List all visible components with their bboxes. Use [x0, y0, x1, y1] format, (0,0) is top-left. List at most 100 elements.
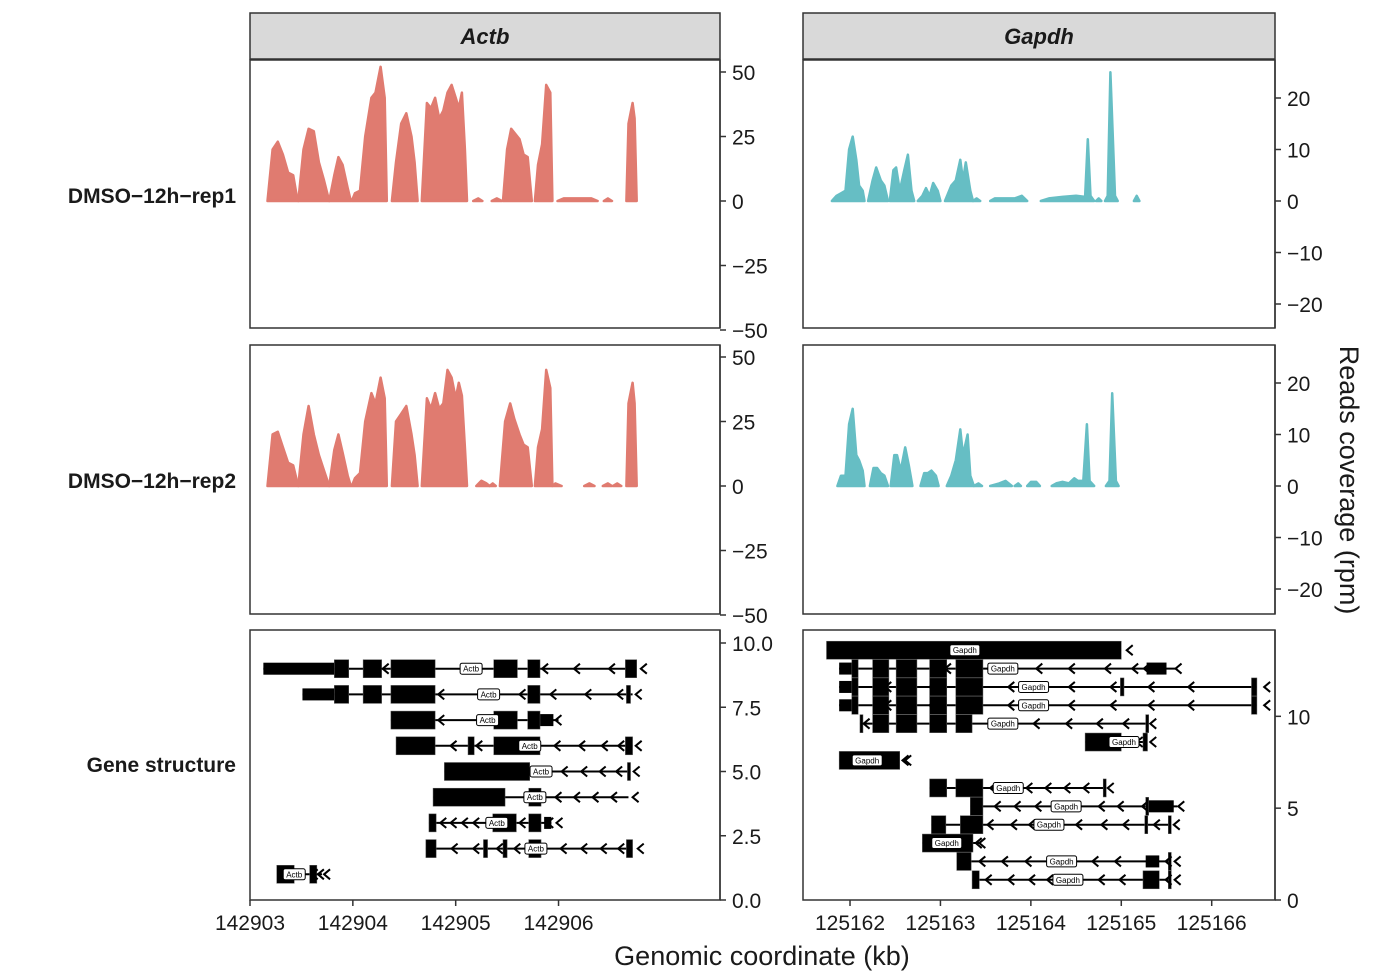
- strand-arrow-icon: [883, 681, 892, 693]
- strand-arrow-icon: [1081, 782, 1090, 794]
- strand-arrow-icon: [577, 740, 586, 752]
- y-tick-label: 20: [1287, 373, 1310, 396]
- gene-label-box: [485, 816, 509, 829]
- strand-arrow-icon: [1262, 681, 1271, 693]
- strand-arrow-icon: [1140, 800, 1149, 813]
- strand-arrow-icon: [1090, 855, 1099, 868]
- strand-arrow-icon: [1043, 782, 1052, 794]
- exon-block: [483, 839, 488, 858]
- exon-block: [929, 714, 948, 733]
- strand-arrow-icon: [974, 837, 983, 849]
- coverage-area-actb-rep1: [297, 127, 331, 203]
- exon-block: [955, 677, 984, 697]
- strand-arrow-icon: [471, 817, 480, 829]
- strand-arrow-icon: [553, 791, 563, 803]
- utr-block: [839, 680, 855, 693]
- exon-block: [895, 677, 918, 697]
- exon-block: [851, 677, 859, 697]
- strand-arrow-icon: [985, 818, 995, 831]
- transcript: Actb: [428, 813, 564, 833]
- gene-label-box: [851, 754, 883, 767]
- gene-label: Actb: [286, 870, 303, 879]
- strand-arrow-icon: [1116, 800, 1125, 813]
- strand-arrow-icon: [1009, 818, 1018, 831]
- exon-block: [467, 736, 475, 756]
- gene-label-box: [518, 739, 542, 752]
- exon-block: [627, 762, 631, 781]
- gene-label-box: [282, 868, 306, 881]
- coverage-area-gapdh-rep1: [1103, 71, 1119, 203]
- utr-block: [839, 699, 855, 712]
- x-tick-label: 125162: [815, 912, 885, 935]
- exon-block: [334, 659, 349, 678]
- coverage-area-gapdh-rep2: [945, 428, 976, 488]
- y-tick-label: 10.0: [732, 633, 773, 656]
- coverage-area-actb-rep2: [350, 376, 389, 488]
- coverage-area-gapdh-rep2: [1104, 392, 1120, 488]
- strand-arrow-icon: [634, 688, 643, 701]
- y-tick-label: 0: [732, 191, 744, 214]
- strand-arrow-icon: [545, 817, 554, 829]
- x-axis-title: Genomic coordinate (kb): [614, 941, 910, 971]
- strand-arrow-icon: [1067, 699, 1076, 712]
- coverage-area-gapdh-rep1: [866, 166, 890, 203]
- exon-block: [527, 710, 541, 730]
- transcript: Gapdh: [826, 640, 1134, 660]
- transcript: Actb: [390, 710, 563, 730]
- strand-arrow-icon: [553, 714, 563, 726]
- transcript: Actb: [276, 865, 331, 884]
- strand-arrow-icon: [590, 791, 600, 803]
- strand-arrow-icon: [438, 817, 447, 829]
- strand-arrow-icon: [1117, 874, 1127, 886]
- strand-arrow-icon: [632, 765, 641, 778]
- strand-arrow-icon: [474, 740, 483, 752]
- exon-block: [1168, 815, 1172, 834]
- exon-block: [362, 659, 382, 678]
- strand-arrow-icon: [1027, 818, 1036, 831]
- x-tick-label: 142905: [421, 912, 491, 935]
- row-label-gene-structure: Gene structure: [87, 754, 236, 777]
- gene-label-box: [523, 791, 547, 804]
- strand-arrow-icon: [1006, 874, 1015, 886]
- exon-block: [1145, 797, 1149, 816]
- strand-arrow-icon: [1006, 681, 1015, 693]
- gene-label: Gapdh: [855, 756, 879, 765]
- strand-arrow-icon: [1045, 874, 1054, 886]
- utr-block: [1145, 855, 1160, 868]
- facet-strip-gapdh: Gapdh: [802, 12, 1276, 60]
- transcript: Gapdh: [922, 833, 986, 853]
- exon-block: [872, 696, 890, 715]
- exon-block: [362, 685, 382, 704]
- exon-block: [625, 659, 637, 678]
- strand-arrow-icon: [1023, 855, 1033, 868]
- exon-block: [395, 736, 436, 756]
- exon-block: [428, 813, 437, 833]
- y-tick-label: 10: [1287, 706, 1310, 729]
- strand-arrow-icon: [1106, 782, 1115, 794]
- exon-block: [493, 659, 518, 678]
- coverage-area-gapdh-rep1: [916, 181, 942, 203]
- strand-arrow-icon: [1097, 800, 1106, 813]
- gene-label-box: [987, 662, 1019, 675]
- gene-label-box: [476, 714, 500, 727]
- y-tick-label: −50: [732, 605, 768, 628]
- exon-block: [1251, 677, 1258, 697]
- strand-arrow-icon: [1142, 662, 1151, 675]
- strand-arrow-icon: [1064, 717, 1073, 730]
- strand-arrow-icon: [1108, 699, 1118, 712]
- exon-block: [895, 714, 918, 733]
- strand-arrow-icon: [1024, 782, 1033, 794]
- exon-block: [872, 677, 890, 697]
- exon-block: [960, 815, 984, 834]
- strand-arrow-icon: [1125, 644, 1134, 656]
- transcript: Gapdh: [839, 677, 1271, 697]
- coverage-area-gapdh-rep2: [972, 482, 984, 488]
- coverage-area-actb-rep1: [501, 127, 534, 203]
- exon-block: [626, 685, 631, 704]
- strand-arrow-icon: [540, 662, 549, 675]
- exon-block: [625, 736, 633, 756]
- strand-arrow-icon: [634, 740, 643, 752]
- strand-arrow-icon: [928, 699, 937, 712]
- gene-label-box: [459, 662, 483, 675]
